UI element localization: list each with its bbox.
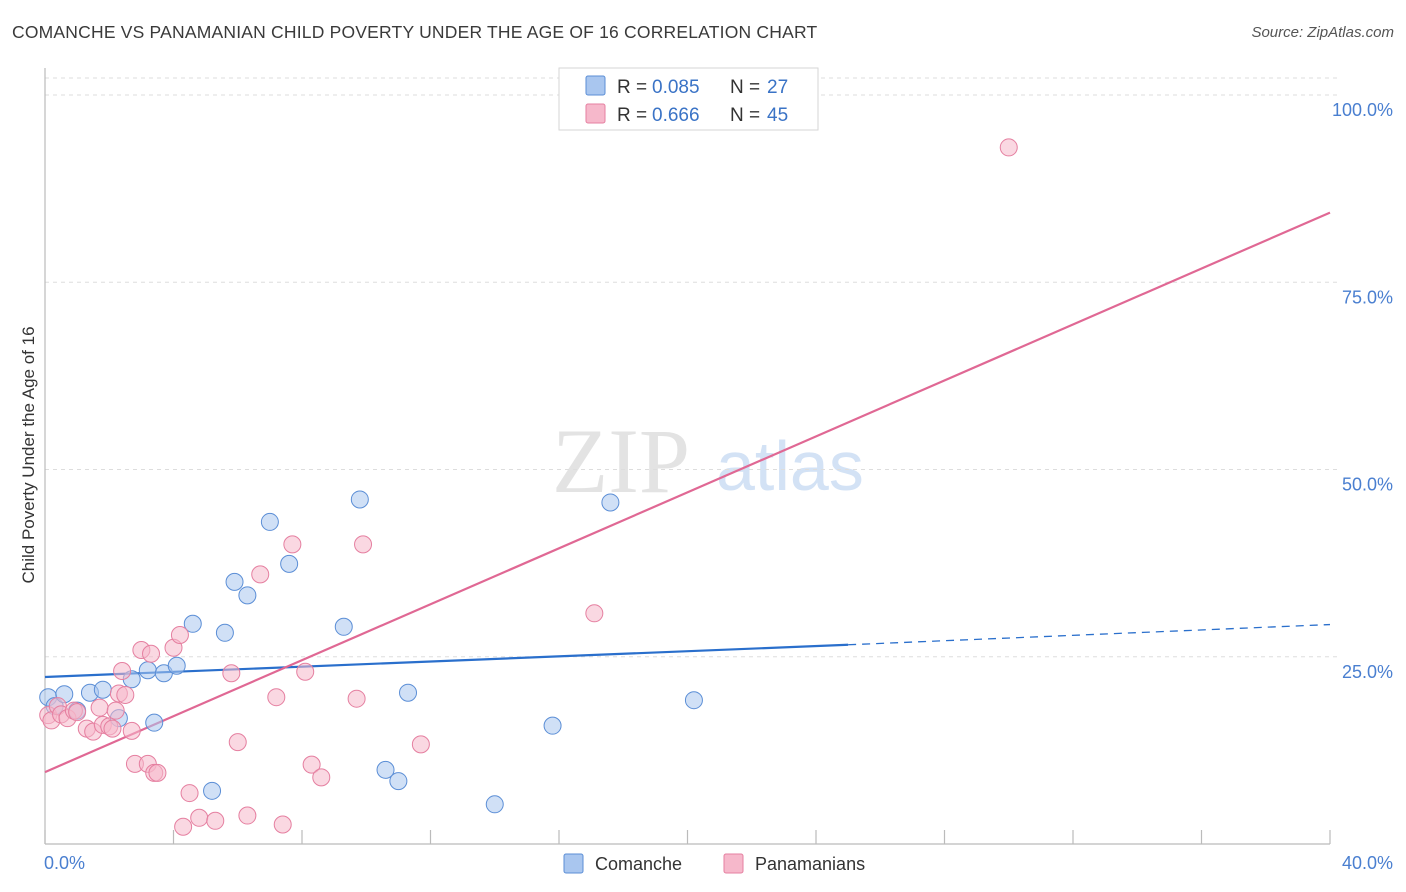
panamanian-point [251, 565, 270, 584]
comanche-point [389, 772, 408, 791]
panamanian-point [585, 604, 604, 623]
grid-lines [45, 77, 1338, 658]
panamanian-point [190, 808, 209, 827]
legend-n-value-2: 45 [767, 105, 788, 126]
legend: R = 0.085 N = 27 R = 0.666 N = 45 [558, 67, 819, 131]
bottom-legend-swatch-comanche [563, 853, 584, 874]
comanche-point [145, 713, 164, 732]
comanche-point [350, 490, 369, 509]
watermark-zip: ZIP [552, 410, 690, 512]
comanche-point [684, 691, 703, 710]
comanche-point [543, 716, 562, 735]
comanche-point [601, 493, 620, 512]
panamanian-point [170, 626, 189, 645]
bottom-legend: Comanche Panamanians [563, 853, 865, 874]
y-tick-label: 25.0% [1342, 662, 1393, 682]
panamanian-point [312, 768, 331, 787]
comanche-point [280, 554, 299, 573]
watermark-atlas: atlas [716, 427, 864, 505]
comanche-point [93, 680, 112, 699]
comanche-point [485, 795, 504, 814]
bottom-legend-swatch-panamanians [723, 853, 744, 874]
panamanian-point [90, 698, 109, 717]
y-tick-label: 50.0% [1342, 475, 1393, 495]
x-tick-label-end: 40.0% [1342, 853, 1393, 873]
panamanian-point [142, 644, 161, 663]
panamanian-point [347, 689, 366, 708]
panamanian-point [296, 662, 315, 681]
panamanian-point [228, 733, 247, 752]
y-axis-title: Child Poverty Under the Age of 16 [19, 326, 38, 583]
panamanian-point [174, 817, 193, 836]
legend-n-label-1: N = [730, 77, 760, 98]
panamanian-point [116, 685, 135, 704]
comanche-point [238, 586, 257, 605]
comanche-point [260, 512, 279, 531]
comanche-point [183, 614, 202, 633]
legend-r-label-2: R = [617, 105, 647, 126]
panamanian-point [999, 138, 1018, 157]
y-tick-label: 75.0% [1342, 287, 1393, 307]
panamanian-point [283, 535, 302, 554]
legend-r-value-2: 0.666 [652, 105, 700, 126]
panamanian-point [68, 703, 87, 722]
panamanian-point [206, 811, 225, 830]
comanche-point [138, 661, 157, 680]
comanche-point [215, 623, 234, 642]
panamanian-point [302, 755, 321, 774]
y-tick-label: 100.0% [1332, 100, 1393, 120]
panamanian-point [113, 661, 132, 680]
trend-lines [44, 211, 1331, 774]
x-tick-label-start: 0.0% [44, 853, 85, 873]
panamanian-point [354, 535, 373, 554]
source-label: Source: ZipAtlas.com [1251, 24, 1394, 41]
panamanian-point [122, 721, 141, 740]
panamanian-trend-line [44, 211, 1331, 774]
legend-swatch-comanche [585, 75, 606, 96]
bottom-legend-panamanians: Panamanians [755, 854, 865, 874]
panamanian-point [273, 815, 292, 834]
legend-n-value-1: 27 [767, 77, 788, 98]
legend-r-value-1: 0.085 [652, 77, 700, 98]
panamanian-point [106, 701, 125, 720]
data-points [39, 138, 1018, 836]
panamanian-point [222, 664, 241, 683]
bottom-legend-comanche: Comanche [595, 854, 682, 874]
panamanian-point [238, 806, 257, 825]
comanche-point [225, 572, 244, 591]
panamanian-point [411, 735, 430, 754]
panamanian-point [148, 763, 167, 782]
tick-labels: 25.0% 50.0% 75.0% 100.0% 0.0% 40.0% [44, 100, 1393, 873]
comanche-point [167, 656, 186, 675]
legend-n-label-2: N = [730, 105, 760, 126]
comanche-point [203, 781, 222, 800]
comanche-trend-extension [848, 623, 1331, 646]
legend-swatch-panamanian [585, 103, 606, 124]
comanche-point [399, 683, 418, 702]
panamanian-point [267, 688, 286, 707]
comanche-point [334, 617, 353, 636]
panamanian-point [103, 719, 122, 738]
chart-title: COMANCHE VS PANAMANIAN CHILD POVERTY UND… [12, 22, 818, 42]
legend-r-label-1: R = [617, 77, 647, 98]
panamanian-point [180, 784, 199, 803]
comanche-point [376, 760, 395, 779]
